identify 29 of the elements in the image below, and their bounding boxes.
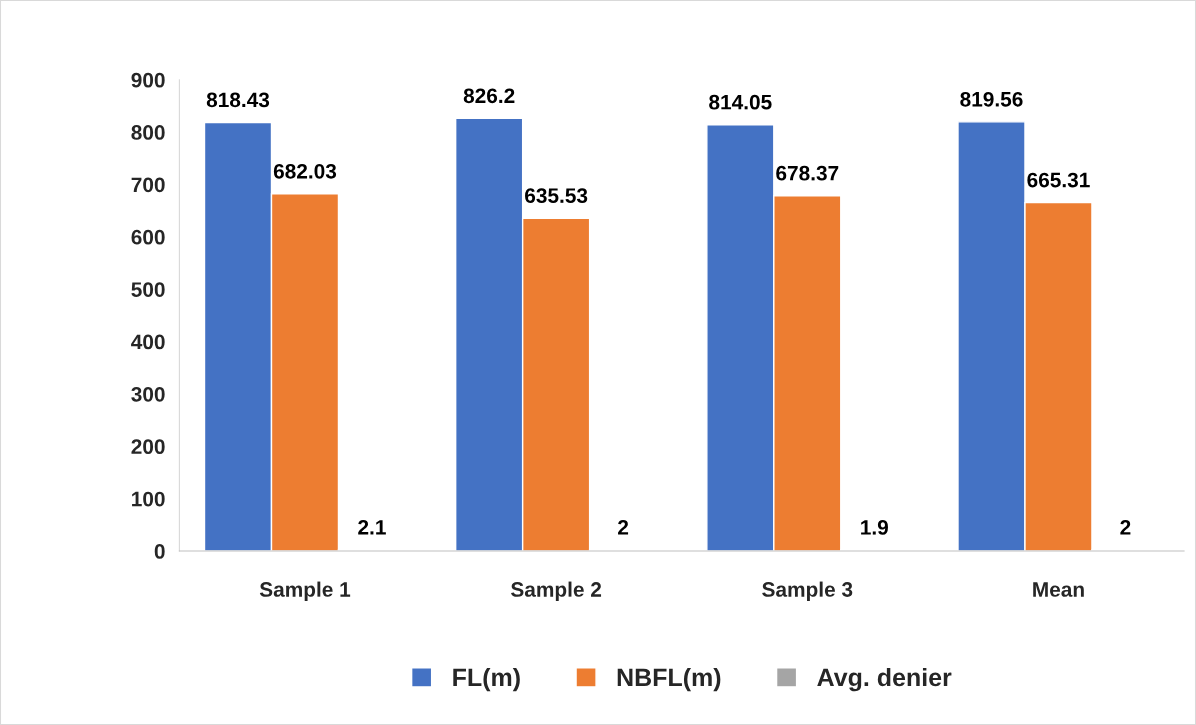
legend-label: FL(m) — [453, 667, 520, 692]
data-label: 814.05 — [709, 94, 772, 110]
y-tick-label: 600 — [131, 229, 165, 245]
y-tick-label: 300 — [131, 386, 165, 402]
data-label: 678.37 — [776, 165, 839, 181]
y-tick-label: 500 — [131, 282, 165, 297]
data-label: 682.03 — [273, 163, 337, 179]
data-label: 818.43 — [206, 92, 270, 108]
data-label: 826.2 — [463, 88, 515, 104]
legend-label: Avg. denier — [817, 667, 952, 692]
x-tick-label: Sample 1 — [259, 581, 351, 601]
x-tick-label: Mean — [1033, 582, 1084, 597]
data-label: 1.9 — [861, 520, 888, 535]
y-tick-label: 900 — [131, 72, 165, 88]
x-tick-label: Sample 3 — [762, 581, 853, 601]
data-label: 2 — [618, 519, 629, 535]
x-tick-label: Sample 2 — [511, 581, 602, 601]
data-label: 2 — [1120, 519, 1131, 535]
data-label: 819.56 — [960, 91, 1023, 107]
y-tick-label: 200 — [131, 439, 165, 455]
data-label: 665.31 — [1027, 172, 1090, 188]
y-tick-label: 400 — [131, 334, 165, 350]
y-tick-label: 0 — [154, 544, 165, 559]
data-label: 2.1 — [358, 519, 386, 535]
y-tick-label: 700 — [131, 177, 165, 193]
legend-label: NBFL(m) — [617, 667, 721, 692]
y-tick-label: 100 — [132, 491, 165, 507]
data-label: 635.53 — [525, 188, 588, 204]
y-tick-label: 800 — [131, 125, 165, 140]
